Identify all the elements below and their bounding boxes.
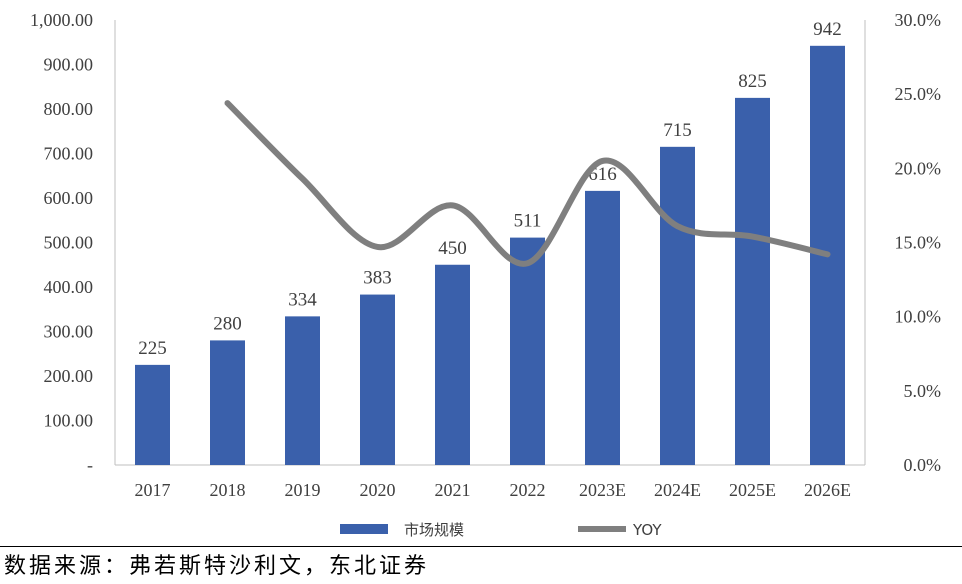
y2-tick-label: 25.0% <box>895 84 942 104</box>
bar <box>285 316 320 465</box>
y-tick-label: 400.00 <box>44 277 94 297</box>
bar <box>210 340 245 465</box>
bar <box>585 190 620 465</box>
bar <box>660 146 695 465</box>
y-tick-label: 700.00 <box>44 144 94 164</box>
data-label: 942 <box>813 19 842 40</box>
data-labels: 225 280 334 383 450 511 616 715 825 942 <box>138 19 842 359</box>
y-axis-right-ticks: 0.0% 5.0% 10.0% 15.0% 20.0% 25.0% 30.0% <box>895 10 942 475</box>
y-tick-label: 1,000.00 <box>30 10 93 30</box>
x-tick-label: 2022 <box>510 480 546 500</box>
y-tick-label: - <box>87 455 93 475</box>
bar <box>435 264 470 465</box>
yoy-series-line <box>224 100 831 267</box>
bar <box>510 237 545 465</box>
y-tick-label: 500.00 <box>44 233 94 253</box>
x-tick-label: 2026E <box>804 480 851 500</box>
source-divider <box>0 546 962 547</box>
y-tick-label: 200.00 <box>44 366 94 386</box>
yoy-line <box>224 100 831 267</box>
x-tick-label: 2018 <box>210 480 246 500</box>
x-axis-ticks: 2017 2018 2019 2020 2021 2022 2023E 2024E 2025E 2… <box>135 480 852 500</box>
bar <box>135 364 170 465</box>
y2-tick-label: 15.0% <box>895 233 942 253</box>
data-label: 334 <box>288 289 317 310</box>
data-label: 616 <box>588 164 617 185</box>
x-tick-label: 2019 <box>285 480 321 500</box>
x-tick-label: 2021 <box>435 480 471 500</box>
x-tick-label: 2017 <box>135 480 171 500</box>
legend-label-market-size: 市场规模 <box>404 521 464 539</box>
y-tick-label: 300.00 <box>44 322 94 342</box>
source-note: 数据来源：弗若斯特沙利文，东北证券 <box>4 554 430 579</box>
y-tick-label: 800.00 <box>44 99 94 119</box>
bars <box>135 45 845 466</box>
y-axis-left-ticks: - 100.00 200.00 300.00 400.00 500.00 600.00 700… <box>30 10 93 475</box>
data-label: 225 <box>138 338 167 359</box>
y2-tick-label: 10.0% <box>895 307 942 327</box>
legend-label-yoy: YOY <box>632 521 662 539</box>
data-label: 450 <box>438 238 467 259</box>
bar <box>735 97 770 465</box>
bar <box>360 294 395 465</box>
legend-swatch-bar <box>340 524 388 534</box>
data-label: 825 <box>738 71 767 92</box>
y2-tick-label: 20.0% <box>895 158 942 178</box>
y-tick-label: 900.00 <box>44 55 94 75</box>
x-tick-label: 2023E <box>579 480 626 500</box>
data-label: 383 <box>363 268 392 289</box>
legend: 市场规模 YOY <box>340 521 662 539</box>
y-tick-label: 100.00 <box>44 411 94 431</box>
x-tick-label: 2025E <box>729 480 776 500</box>
y2-tick-label: 0.0% <box>904 455 942 475</box>
y2-tick-label: 30.0% <box>895 10 942 30</box>
data-label: 280 <box>213 313 242 334</box>
y2-tick-label: 5.0% <box>904 381 942 401</box>
data-label: 511 <box>514 211 542 232</box>
x-tick-label: 2024E <box>654 480 701 500</box>
y-tick-label: 600.00 <box>44 188 94 208</box>
data-label: 715 <box>663 120 692 141</box>
x-tick-label: 2020 <box>360 480 396 500</box>
